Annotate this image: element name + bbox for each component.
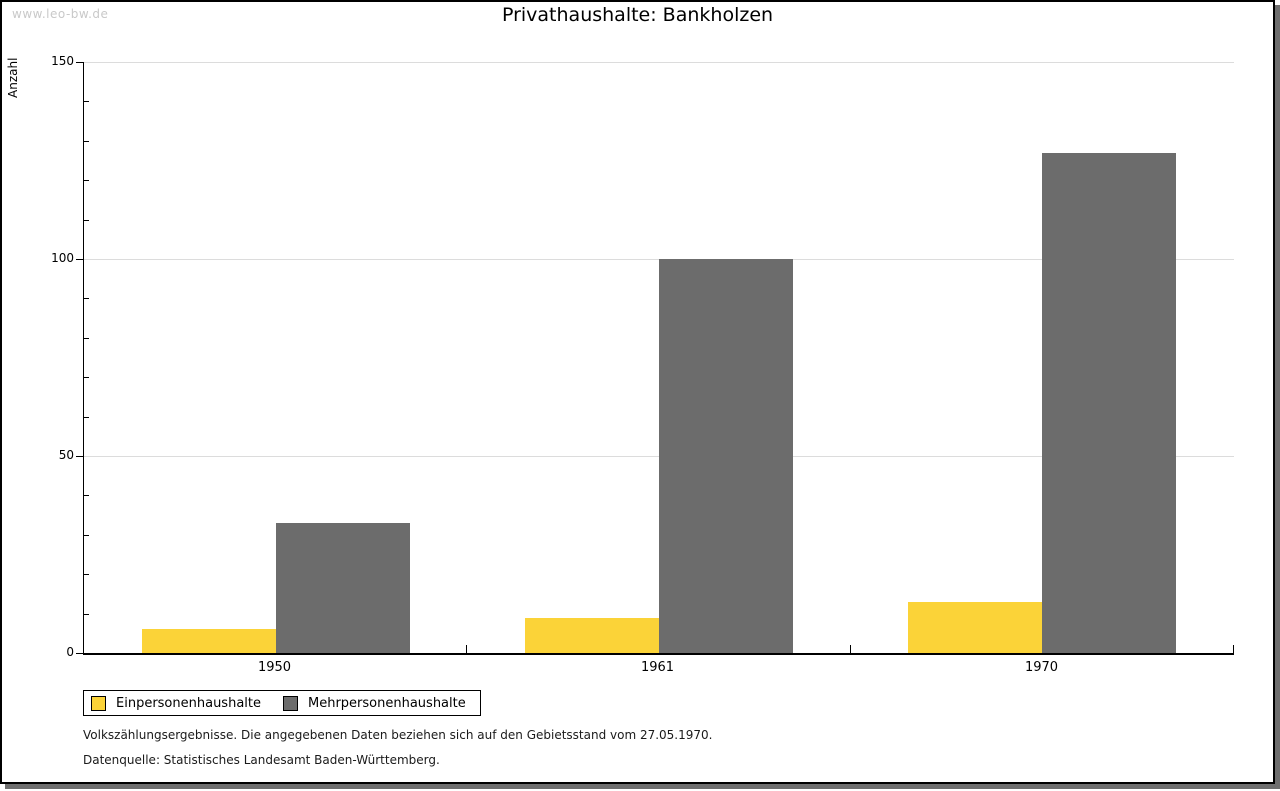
y-minor-tick — [84, 141, 89, 142]
y-minor-tick — [84, 101, 89, 102]
legend-label: Mehrpersonenhaushalte — [308, 695, 466, 711]
legend-swatch-icon — [91, 695, 106, 711]
y-minor-tick — [84, 338, 89, 339]
x-tick — [466, 645, 467, 653]
legend: Einpersonenhaushalte Mehrpersonenhaushalt… — [83, 690, 481, 716]
footnote-gebietsstand: Volkszählungsergebnisse. Die angegebenen… — [83, 728, 713, 742]
bar-mehrpersonenhaushalte-1961 — [659, 259, 793, 653]
y-minor-tick — [84, 614, 89, 615]
y-tick-100 — [76, 259, 83, 260]
bar-einpersonenhaushalte-1970 — [908, 602, 1042, 653]
x-category-label-1950: 1950 — [257, 660, 292, 675]
y-tick-label-0: 0 — [66, 645, 74, 659]
chart-title: Privathaushalte: Bankholzen — [501, 4, 774, 26]
y-minor-tick — [84, 377, 89, 378]
y-tick-150 — [76, 62, 83, 63]
y-tick-50 — [76, 456, 83, 457]
y-minor-tick — [84, 574, 89, 575]
y-minor-tick — [84, 495, 89, 496]
y-axis-label: Anzahl — [6, 57, 20, 98]
bar-einpersonenhaushalte-1961 — [525, 618, 659, 653]
legend-label: Einpersonenhaushalte — [116, 695, 261, 711]
y-minor-tick — [84, 535, 89, 536]
y-minor-tick — [84, 417, 89, 418]
bar-mehrpersonenhaushalte-1970 — [1042, 153, 1176, 653]
y-tick-label-100: 100 — [51, 251, 74, 265]
bar-einpersonenhaushalte-1950 — [142, 629, 276, 653]
legend-item: Einpersonenhaushalte — [91, 695, 261, 711]
y-minor-tick — [84, 220, 89, 221]
legend-swatch-icon — [283, 695, 298, 711]
y-minor-tick — [84, 180, 89, 181]
footnote-datenquelle: Datenquelle: Statistisches Landesamt Bad… — [83, 753, 440, 767]
x-category-label-1961: 1961 — [640, 660, 675, 675]
x-tick — [850, 645, 851, 653]
legend-item: Mehrpersonenhaushalte — [283, 695, 466, 711]
y-tick-label-50: 50 — [58, 448, 74, 462]
x-category-label-1970: 1970 — [1024, 660, 1059, 675]
y-tick-0 — [76, 653, 83, 654]
x-tick — [1233, 645, 1234, 653]
gridline-150 — [84, 62, 1234, 63]
watermark: www.leo-bw.de — [12, 7, 109, 21]
y-tick-label-150: 150 — [51, 54, 74, 68]
bar-mehrpersonenhaushalte-1950 — [276, 523, 410, 653]
y-minor-tick — [84, 298, 89, 299]
plot-area — [83, 62, 1234, 655]
